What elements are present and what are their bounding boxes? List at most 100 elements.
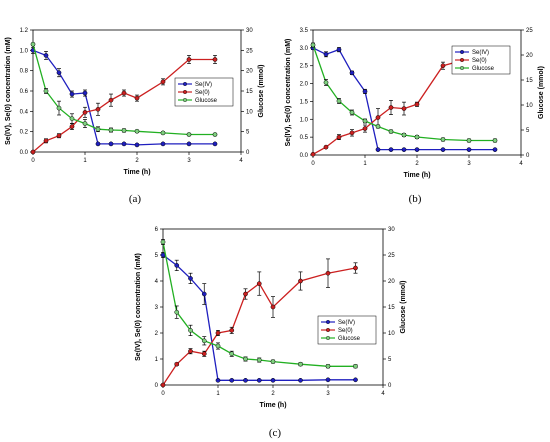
x-axis-label: Time (h): [259, 402, 286, 409]
y2-tick-label: 0: [526, 153, 530, 159]
data-point: [134, 142, 140, 148]
data-point: [466, 147, 472, 152]
y2-axis-label: Glucose (mmol): [258, 65, 265, 118]
data-point: [69, 124, 75, 129]
data-point: [310, 151, 316, 157]
y-tick-label: 0.8: [20, 69, 29, 75]
data-point: [243, 291, 248, 297]
x-tick-label: 4: [239, 158, 243, 164]
data-point: [215, 330, 221, 336]
data-point: [336, 98, 342, 104]
data-point: [108, 127, 114, 133]
legend-swatch-marker: [326, 328, 331, 333]
data-point: [362, 89, 368, 94]
y-tick-label: 2: [155, 331, 159, 337]
data-point: [201, 351, 207, 357]
y2-tick-label: 15: [526, 78, 533, 84]
series-seiv: [310, 45, 498, 152]
data-point: [440, 63, 446, 69]
y2-tick-label: 30: [388, 227, 395, 233]
data-point: [270, 377, 276, 383]
data-point: [134, 128, 140, 134]
x-tick-label: 2: [415, 161, 419, 167]
data-point: [108, 97, 114, 103]
data-point: [298, 278, 303, 284]
y-tick-label: 0.4: [20, 109, 29, 115]
data-point: [174, 263, 180, 268]
x-tick-label: 3: [187, 158, 191, 164]
y-axis-label: Se(IV), Se(0) concentration (mM): [135, 253, 142, 361]
data-point: [375, 115, 381, 120]
x-axis-label: Time (h): [403, 172, 430, 179]
data-point: [353, 377, 358, 383]
data-point: [160, 252, 166, 258]
y-tick-label: 1.5: [300, 99, 309, 105]
data-point: [388, 105, 394, 110]
data-point: [349, 110, 355, 115]
data-point: [134, 95, 140, 101]
series-line: [32, 44, 215, 136]
data-point: [440, 147, 446, 152]
y-tick-label: 3.5: [300, 28, 309, 34]
data-point: [201, 338, 207, 344]
data-point: [201, 291, 207, 297]
series-line: [162, 241, 356, 367]
y2-tick-label: 20: [526, 53, 533, 59]
data-point: [43, 138, 49, 144]
x-tick-label: 1: [216, 391, 220, 397]
y-tick-label: 1.2: [20, 28, 29, 34]
legend-swatch-marker: [182, 81, 187, 86]
data-point: [188, 328, 193, 333]
data-point: [43, 88, 49, 94]
data-point: [243, 356, 248, 362]
data-point: [69, 116, 75, 122]
data-point: [414, 134, 420, 140]
legend-entry: Se(0): [338, 328, 353, 334]
data-point: [349, 70, 355, 76]
data-point: [160, 130, 166, 136]
data-point: [375, 147, 381, 152]
y2-tick-label: 10: [526, 103, 533, 109]
data-point: [362, 126, 368, 131]
data-point: [414, 101, 420, 107]
legend-entry: Se(IV): [472, 50, 489, 56]
series-seiv: [160, 252, 358, 383]
y2-axis-label: Glucose (mmol): [538, 66, 545, 119]
y2-tick-label: 10: [246, 109, 253, 115]
data-point: [362, 118, 368, 124]
data-point: [186, 57, 192, 62]
data-point: [121, 141, 127, 147]
data-point: [82, 121, 88, 126]
y-tick-label: 4: [155, 279, 159, 285]
series-glucose: [310, 42, 498, 143]
x-tick-label: 2: [271, 391, 275, 397]
legend: Se(IV) Se(0) Glucose: [317, 315, 377, 345]
data-point: [56, 70, 62, 76]
y-tick-label: 0.0: [300, 153, 309, 159]
legend: Se(IV) Se(0) Glucose: [174, 77, 234, 107]
x-tick-label: 0: [311, 161, 315, 167]
legend-swatch-marker: [460, 58, 465, 63]
legend-entry: Se(IV): [338, 320, 355, 326]
panel-caption: (a): [129, 193, 142, 205]
data-point: [121, 90, 127, 96]
data-point: [401, 106, 407, 111]
y-tick-label: 0.0: [20, 150, 29, 156]
data-point: [323, 80, 329, 85]
series-line: [32, 49, 215, 146]
data-point: [270, 359, 276, 364]
series-line: [312, 44, 495, 142]
panel-caption: (b): [409, 193, 422, 205]
data-point: [256, 357, 262, 363]
data-point: [336, 47, 342, 52]
panel-caption: (c): [269, 427, 282, 439]
data-point: [108, 141, 114, 147]
data-point: [121, 128, 127, 133]
x-tick-label: 2: [135, 158, 139, 164]
data-point: [95, 141, 101, 147]
data-point: [349, 130, 355, 136]
data-point: [401, 147, 407, 152]
data-point: [440, 137, 446, 142]
y-tick-label: 3: [155, 305, 159, 311]
